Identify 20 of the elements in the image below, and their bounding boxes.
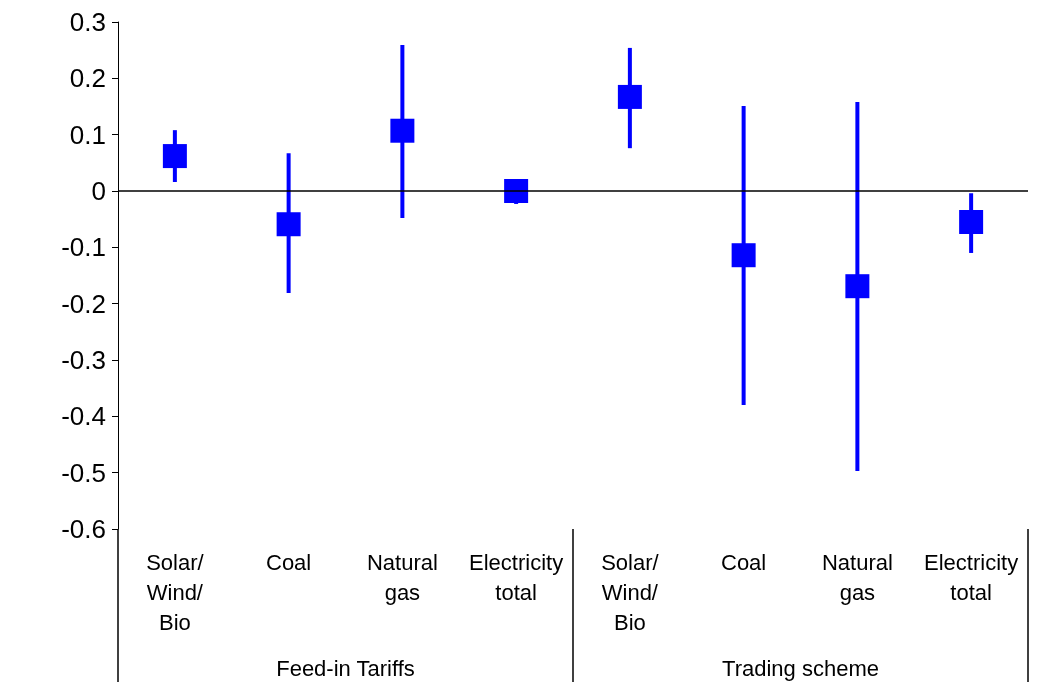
text: Feed-in Tariffs: [276, 655, 415, 681]
x-tick-label: Natural gas: [821, 549, 893, 605]
y-tick-label: 0: [91, 176, 106, 206]
y-tick-label: -0.2: [61, 288, 106, 319]
y-tick-label: -0.5: [61, 457, 106, 488]
x-tick-label: Coal: [266, 549, 312, 575]
y-tick-label: 0.1: [69, 119, 106, 150]
x-tick-label: Electricity total: [469, 549, 564, 605]
y-tick-label: -0.4: [61, 401, 106, 432]
x-tick-label: Electricity total: [924, 549, 1019, 605]
text: Trading scheme: [722, 655, 879, 681]
x-tick-label: Solar/ Wind/ Bio: [146, 549, 205, 635]
x-tick-label: Solar/ Wind/ Bio: [601, 549, 660, 635]
y-tick-label: -0.6: [61, 514, 106, 544]
y-tick-label: -0.1: [61, 232, 106, 263]
y-tick-label: 0.2: [69, 63, 106, 94]
y-tick-label: 0.3: [69, 7, 106, 37]
x-tick-label: Coal: [721, 549, 767, 575]
x-tick-label: Natural gas: [366, 549, 438, 605]
y-tick-label: -0.3: [61, 345, 106, 375]
